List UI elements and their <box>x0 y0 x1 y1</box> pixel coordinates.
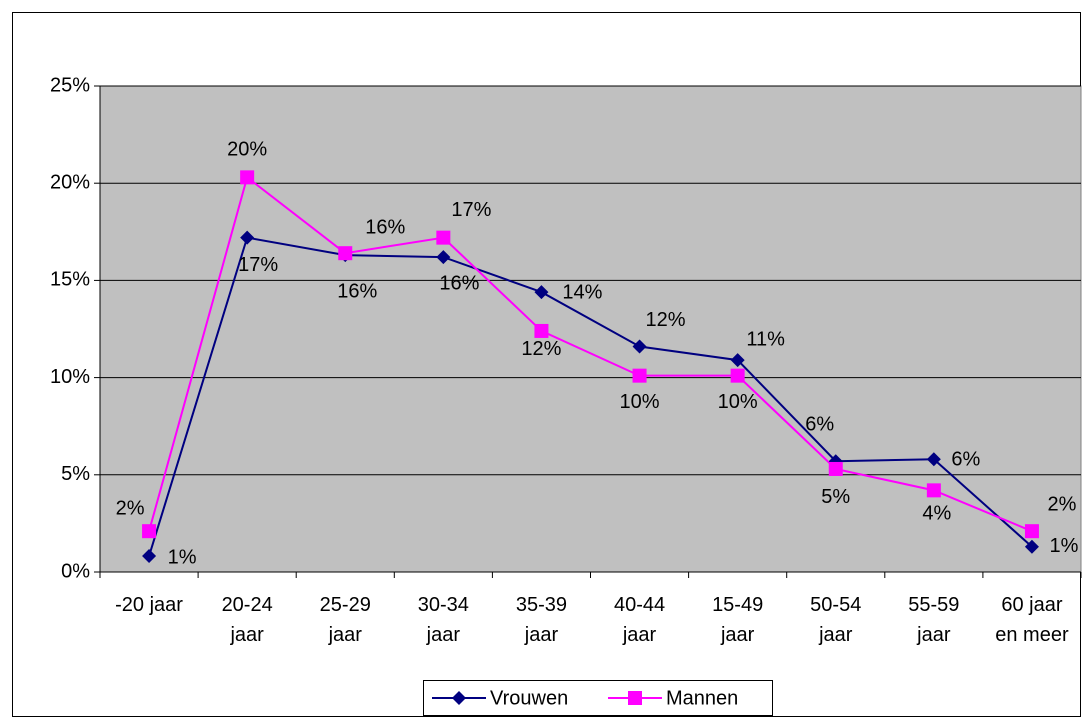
x-tick-label: 30-34 jaar <box>417 594 469 646</box>
marker <box>730 368 745 383</box>
y-tick-label: 15% <box>50 269 90 291</box>
y-tick-label: 25% <box>50 74 90 96</box>
marker <box>338 246 353 261</box>
marker <box>926 452 941 467</box>
x-tick-label: -20 jaar <box>115 594 183 616</box>
data-label: 10% <box>620 391 660 413</box>
marker <box>534 323 549 338</box>
y-tick-label: 0% <box>61 560 90 582</box>
marker <box>240 230 255 245</box>
data-label: 14% <box>562 281 602 303</box>
marker <box>534 285 549 300</box>
series-line <box>148 236 1033 557</box>
marker <box>730 353 745 368</box>
x-tick-label: 50-54 jaar <box>810 594 862 646</box>
marker <box>1024 524 1039 539</box>
marker <box>436 230 451 245</box>
data-label: 17% <box>238 254 278 276</box>
y-tick-label: 5% <box>61 463 90 485</box>
data-label: 10% <box>718 391 758 413</box>
data-label: 2% <box>116 497 145 519</box>
data-label: 20% <box>227 139 267 161</box>
data-label: 16% <box>365 216 405 238</box>
marker <box>1024 539 1039 554</box>
legend-label: Vrouwen <box>490 687 568 709</box>
x-tick-label: 25-29 jaar <box>319 594 371 646</box>
data-label: 2% <box>1047 493 1076 515</box>
x-tick-label: 15-49 jaar <box>712 594 764 646</box>
data-label: 1% <box>168 546 197 568</box>
marker <box>240 170 255 185</box>
marker <box>926 483 941 498</box>
legend-label: Mannen <box>666 687 738 709</box>
x-tick-label: 60 jaar en meer <box>995 594 1069 646</box>
x-tick-label: 55-59 jaar <box>908 594 960 646</box>
marker <box>142 524 157 539</box>
x-tick-label: 40-44 jaar <box>613 594 666 646</box>
data-label: 6% <box>805 413 834 435</box>
data-label: 12% <box>521 338 561 360</box>
x-tick-label: 35-39 jaar <box>515 594 568 646</box>
marker <box>828 461 843 476</box>
y-tick-label: 20% <box>50 171 90 193</box>
data-label: 5% <box>821 486 850 508</box>
data-label: 16% <box>439 272 479 294</box>
marker <box>628 691 642 705</box>
data-label: 6% <box>951 449 980 471</box>
data-label: 1% <box>1049 535 1078 557</box>
marker <box>142 549 157 564</box>
marker <box>452 691 466 705</box>
data-label: 12% <box>646 309 686 331</box>
data-label: 4% <box>922 503 951 525</box>
x-tick-label: 20-24 jaar <box>221 594 273 646</box>
marker <box>632 339 647 354</box>
series-line <box>148 175 1033 533</box>
marker <box>632 368 647 383</box>
data-label: 17% <box>451 199 491 221</box>
data-label: 16% <box>337 280 377 302</box>
y-tick-label: 10% <box>50 366 90 388</box>
plot-area <box>99 85 1082 573</box>
marker <box>436 250 451 265</box>
data-label: 11% <box>746 328 785 350</box>
